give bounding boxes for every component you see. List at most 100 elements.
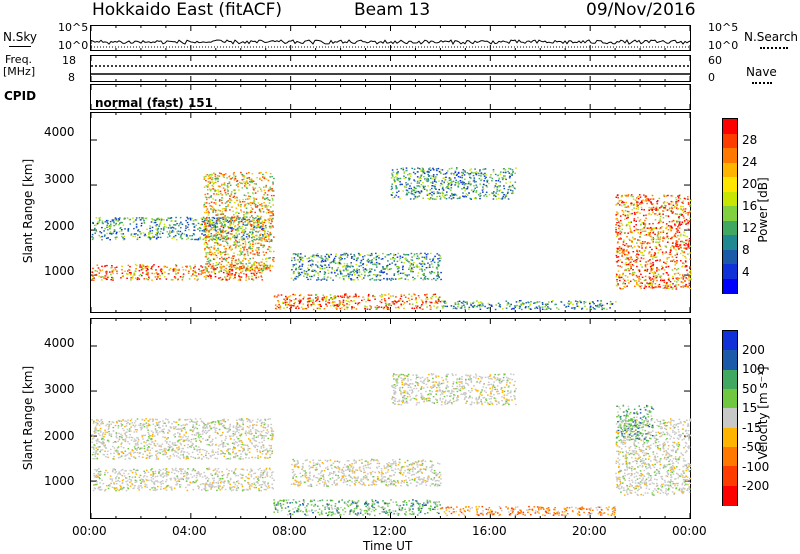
- power-cell: [620, 205, 623, 207]
- power-cell: [116, 272, 118, 275]
- power-cell: [96, 270, 99, 273]
- power-cell: [347, 254, 349, 256]
- power-cell: [638, 220, 641, 222]
- power-cell: [370, 305, 372, 308]
- power-cell: [673, 206, 676, 208]
- power-cell: [228, 181, 231, 183]
- power-cell: [198, 237, 201, 239]
- power-cell: [269, 240, 271, 242]
- freq-tick-top: 18: [62, 54, 76, 67]
- power-cell: [220, 256, 223, 258]
- power-cell: [420, 190, 423, 192]
- power-cell: [404, 296, 407, 298]
- power-cell: [247, 192, 249, 194]
- power-cell: [293, 305, 295, 307]
- power-cell: [233, 252, 235, 254]
- power-cell: [207, 214, 210, 216]
- power-cell: [130, 272, 132, 275]
- power-cell: [672, 204, 675, 206]
- power-cell: [507, 188, 510, 191]
- power-cell: [405, 176, 407, 179]
- power-cell: [511, 169, 514, 171]
- power-cell: [310, 255, 313, 258]
- power-cell: [98, 219, 101, 221]
- power-cell: [116, 270, 118, 272]
- power-cell: [438, 276, 440, 278]
- power-cell: [620, 199, 622, 202]
- power-cell: [346, 256, 349, 258]
- power-cell: [659, 215, 662, 218]
- power-cell: [241, 173, 244, 176]
- power-cell: [337, 305, 339, 307]
- power-cell: [616, 211, 618, 213]
- power-colorbar-segment: [723, 235, 737, 251]
- power-cell: [395, 307, 397, 309]
- power-cell: [121, 235, 123, 238]
- power-cell: [477, 172, 480, 174]
- power-cell: [343, 262, 346, 265]
- power-cell: [678, 231, 681, 233]
- power-cell: [207, 257, 210, 259]
- power-cell: [133, 274, 136, 276]
- power-cell: [112, 269, 115, 271]
- power-cell: [393, 273, 396, 275]
- power-cell: [549, 308, 552, 310]
- power-cell: [427, 266, 429, 269]
- power-cell: [403, 175, 405, 177]
- power-cell: [219, 229, 222, 232]
- power-cell: [314, 300, 317, 302]
- power-cell: [122, 237, 124, 239]
- power-cell: [687, 286, 689, 288]
- power-cell: [167, 217, 169, 219]
- power-cell: [450, 179, 452, 181]
- power-cell: [217, 219, 219, 221]
- power-cell: [329, 297, 332, 300]
- power-cell: [499, 173, 501, 175]
- power-cell: [221, 210, 224, 212]
- power-cell: [210, 267, 212, 269]
- power-cell: [224, 223, 226, 226]
- power-cell: [417, 275, 419, 277]
- power-cell: [659, 236, 662, 238]
- xlabel: Time UT: [363, 539, 413, 553]
- power-cell: [616, 279, 618, 281]
- power-cell: [424, 178, 427, 181]
- power-cell: [642, 222, 645, 224]
- power-cell: [235, 272, 237, 274]
- power-cell: [414, 294, 416, 296]
- power-cell: [380, 269, 383, 272]
- power-cell: [480, 305, 483, 307]
- power-cell: [233, 175, 235, 177]
- power-cell: [633, 271, 636, 274]
- power-cell: [644, 266, 647, 268]
- power-cell: [644, 230, 647, 232]
- power-cell: [596, 305, 598, 308]
- power-cell: [662, 237, 664, 239]
- power-cell: [662, 273, 665, 275]
- power-cell: [377, 278, 380, 281]
- power-cell: [256, 177, 258, 179]
- power-cell: [667, 225, 670, 227]
- power-cell: [410, 190, 413, 192]
- power-cell: [432, 259, 434, 262]
- power-cell: [261, 207, 264, 210]
- power-cell: [392, 295, 394, 297]
- power-cell: [638, 277, 640, 279]
- power-cell: [226, 242, 229, 245]
- power-cell: [221, 202, 223, 204]
- power-cell: [491, 192, 493, 194]
- power-cell: [164, 271, 166, 273]
- power-cell: [220, 270, 223, 272]
- power-cell: [689, 217, 691, 219]
- power-cell: [268, 219, 271, 222]
- power-cell: [127, 270, 129, 272]
- power-cell: [235, 259, 237, 261]
- power-cell: [663, 281, 666, 283]
- power-cell: [465, 193, 468, 195]
- power-cell: [630, 261, 632, 263]
- power-cell: [166, 219, 168, 221]
- power-cell: [242, 242, 244, 245]
- power-cell: [201, 233, 203, 235]
- power-cell: [129, 218, 131, 221]
- power-cell: [685, 223, 687, 225]
